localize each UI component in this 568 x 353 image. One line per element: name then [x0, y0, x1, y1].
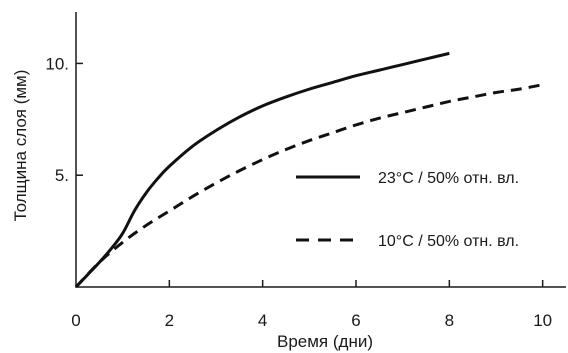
- y-tick-label: 5.: [55, 166, 69, 185]
- series-line-1: [74, 51, 450, 289]
- ticks: 0 2 4 6 8 10 5. 10.: [45, 54, 552, 330]
- y-axis-title: Толщина слоя (мм): [11, 70, 30, 222]
- axis-titles: Время (дни) Толщина слоя (мм): [11, 70, 373, 351]
- x-tick-label: 0: [71, 311, 80, 330]
- x-tick-label: 8: [445, 311, 454, 330]
- x-tick-label: 10: [533, 311, 552, 330]
- x-tick-label: 4: [258, 311, 267, 330]
- series-line-2: [74, 83, 543, 289]
- x-tick-label: 6: [351, 311, 360, 330]
- x-axis-title: Время (дни): [277, 332, 373, 351]
- legend-label-1: 23°C / 50% отн. вл.: [378, 170, 519, 187]
- legend: 23°C / 50% отн. вл. 10°C / 50% отн. вл.: [296, 170, 519, 250]
- series-lines: [74, 51, 543, 289]
- legend-label-2: 10°C / 50% отн. вл.: [378, 233, 519, 250]
- x-tick-label: 2: [165, 311, 174, 330]
- y-tick-label: 10.: [45, 54, 69, 73]
